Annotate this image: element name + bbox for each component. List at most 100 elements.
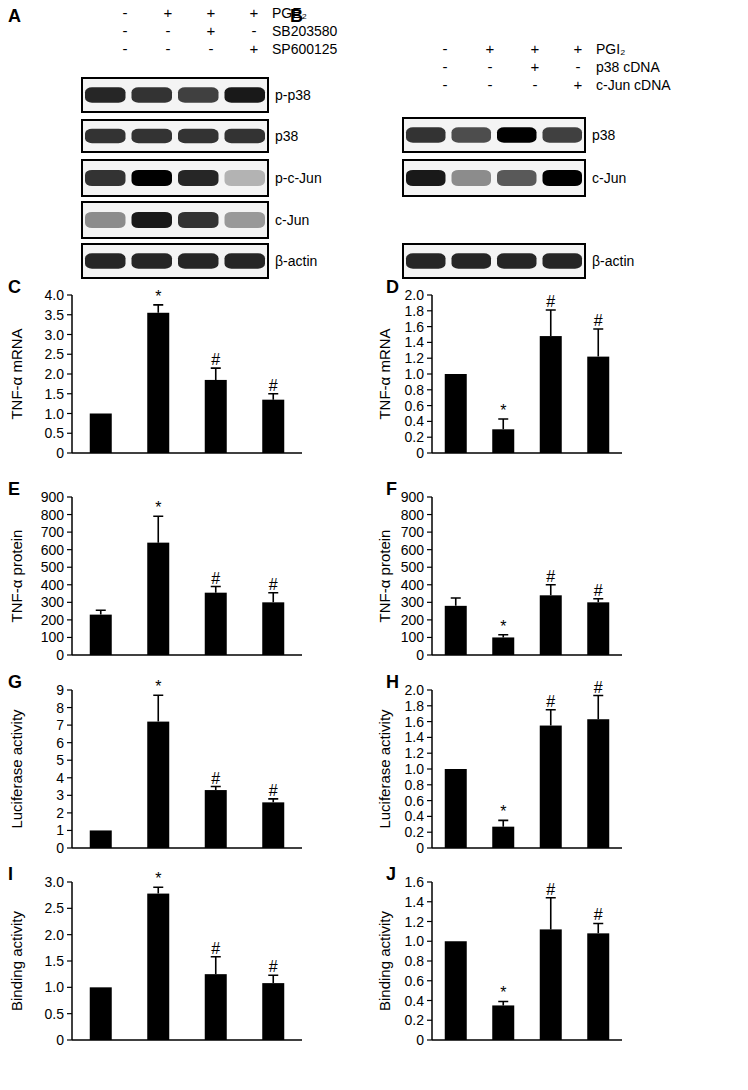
bar: [445, 606, 467, 655]
y-tick-label: 300: [41, 594, 65, 610]
error-bar: [498, 1001, 508, 1005]
band: [452, 127, 492, 142]
significance-mark: #: [211, 351, 220, 368]
band: [406, 127, 446, 142]
y-tick-label: 3.5: [45, 307, 65, 323]
significance-mark: *: [155, 678, 161, 695]
y-tick: [67, 795, 72, 796]
y-tick-label: 0.8: [405, 382, 425, 398]
y-tick-label: 0: [416, 840, 424, 856]
y-tick-label: 3.0: [45, 327, 65, 343]
treatment-sign: -: [123, 40, 128, 57]
bar-chart: CTNF-α mRNA00.51.01.52.02.53.03.54.0*##: [8, 277, 302, 461]
treatment-sign: +: [574, 76, 583, 93]
bar: [90, 987, 112, 1040]
error-bar: [593, 329, 603, 357]
error-bar: [593, 923, 603, 933]
bar: [492, 827, 514, 848]
treatment-sign: -: [123, 4, 128, 21]
y-tick: [67, 742, 72, 743]
marks: [445, 696, 610, 848]
y-tick-label: 100: [401, 629, 425, 645]
y-tick-label: 1.0: [405, 366, 425, 382]
band: [132, 212, 173, 228]
treatment-sign: +: [574, 40, 583, 57]
bar: [90, 615, 112, 655]
y-tick-label: 3: [56, 787, 64, 803]
panel-letter: A: [8, 6, 21, 26]
y-tick: [67, 847, 72, 848]
y-tick: [67, 987, 72, 988]
y-tick: [67, 637, 72, 638]
y-tick-label: 1.0: [405, 933, 425, 949]
y-tick: [67, 654, 72, 655]
significance-mark: *: [155, 288, 161, 305]
significance-mark: #: [269, 958, 278, 975]
y-tick-label: 900: [401, 489, 425, 505]
y-tick-label: 2.0: [45, 927, 65, 943]
treatment-sign: -: [443, 76, 448, 93]
panel-letter: J: [386, 864, 396, 884]
y-tick-label: 300: [401, 594, 425, 610]
significance-mark: *: [500, 984, 506, 1001]
y-tick-label: 100: [41, 629, 65, 645]
y-tick-label: 2.5: [45, 346, 65, 362]
y-tick: [427, 705, 432, 706]
bar: [540, 595, 562, 655]
error-bar: [268, 975, 278, 983]
blot-strip: [403, 160, 585, 196]
y-tick-label: 400: [41, 577, 65, 593]
y-tick: [427, 437, 432, 438]
bar: [90, 414, 112, 454]
y-axis-label: Luciferase activity: [8, 709, 25, 829]
band: [225, 129, 266, 143]
band-label: p-p38: [275, 87, 311, 103]
y-tick: [67, 452, 72, 453]
band: [85, 129, 126, 143]
band: [543, 127, 583, 142]
treatment-sign: -: [166, 22, 171, 39]
treatment-sign: +: [250, 4, 259, 21]
y-tick-label: 1.4: [405, 894, 425, 910]
significance-mark: #: [546, 293, 555, 310]
significance-mark: *: [500, 618, 506, 635]
y-tick: [427, 721, 432, 722]
y-tick: [427, 602, 432, 603]
y-tick: [427, 452, 432, 453]
band: [178, 87, 219, 102]
treatment-sign: -: [488, 76, 493, 93]
y-tick: [67, 584, 72, 585]
y-tick: [427, 532, 432, 533]
y-tick-label: 900: [41, 489, 65, 505]
error-bar: [268, 799, 278, 803]
band: [543, 170, 583, 186]
error-bar: [593, 696, 603, 720]
y-tick: [427, 784, 432, 785]
significance-mark: #: [546, 881, 555, 898]
significance-mark: *: [155, 870, 161, 887]
bar: [205, 790, 227, 848]
band: [178, 253, 219, 268]
y-axis-label: Luciferase activity: [376, 709, 393, 829]
y-tick-label: 1.6: [405, 874, 425, 890]
marks: [445, 898, 610, 1040]
y-tick-label: 0.4: [405, 808, 425, 824]
treatment-sign: -: [166, 40, 171, 57]
y-tick-label: 3.0: [45, 874, 65, 890]
y-tick: [427, 619, 432, 620]
error-bar: [268, 394, 278, 400]
significance-mark: #: [269, 576, 278, 593]
band: [406, 253, 446, 268]
y-tick-label: 0.4: [405, 413, 425, 429]
y-tick-label: 1.8: [405, 303, 425, 319]
y-axis-label: TNF-α mRNA: [376, 328, 393, 419]
significance-mark: #: [211, 770, 220, 787]
band: [178, 170, 219, 186]
y-tick-label: 1.2: [405, 350, 425, 366]
band: [406, 170, 446, 186]
y-tick: [67, 354, 72, 355]
y-tick: [67, 960, 72, 961]
y-tick-label: 2.5: [45, 900, 65, 916]
treatment-sign: -: [488, 58, 493, 75]
bar: [587, 602, 609, 655]
